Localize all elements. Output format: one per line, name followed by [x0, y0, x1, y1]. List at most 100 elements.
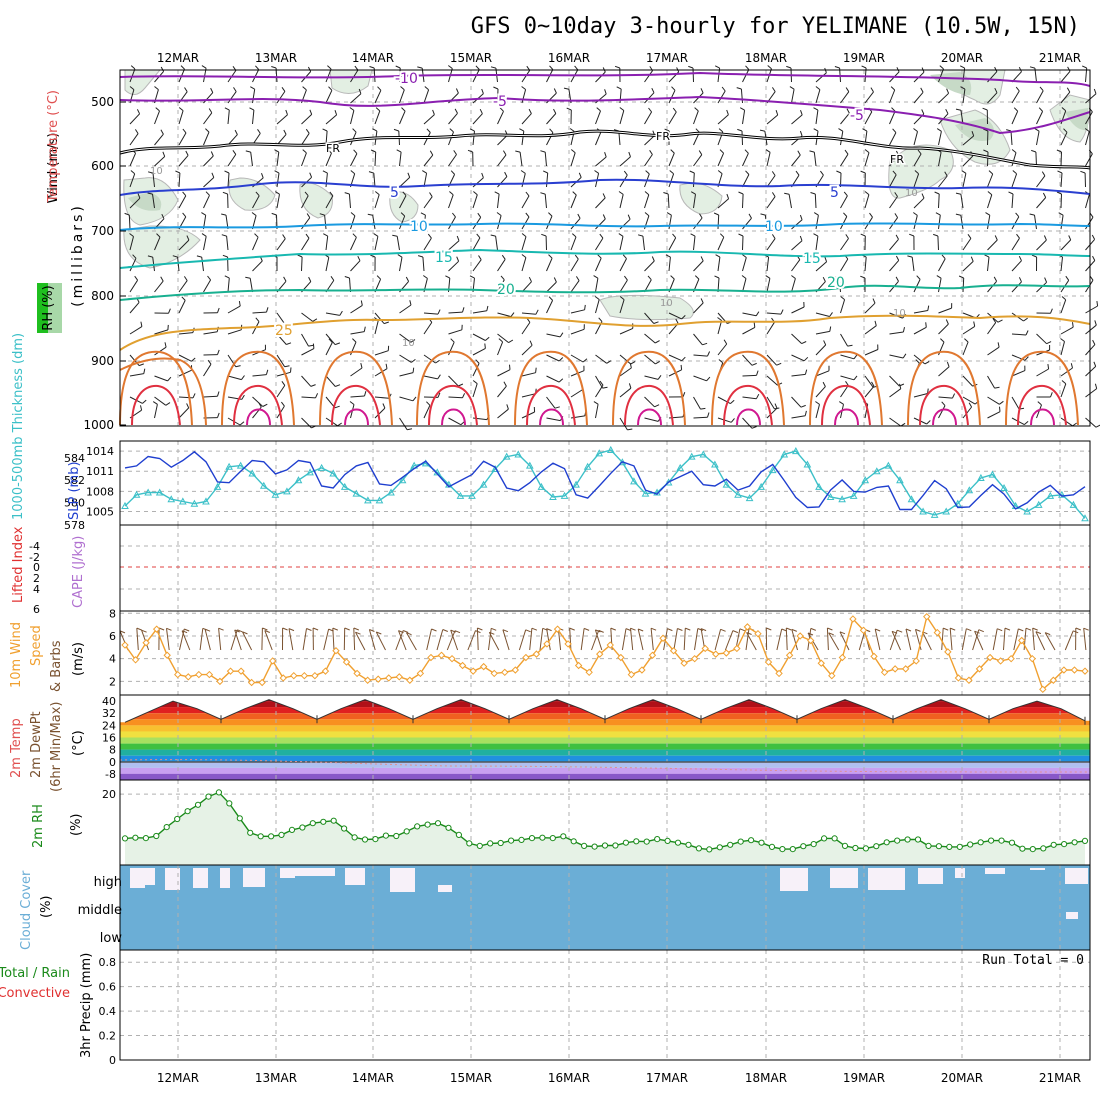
precip-tick: 0 [109, 1054, 116, 1067]
rh2m-point [175, 816, 180, 821]
temp-tick: -8 [105, 768, 116, 781]
rh2m-point [665, 838, 670, 843]
wind10-barb [262, 628, 263, 650]
label-rh10d: 10 [893, 308, 906, 319]
rh2m-point [331, 818, 336, 823]
date-label-top: 13MAR [255, 51, 297, 65]
label-p15a: 15 [435, 250, 453, 266]
wind-barb [129, 215, 130, 229]
slp-tick: 1011 [86, 465, 114, 478]
date-label-top: 15MAR [450, 51, 492, 65]
temp-color-band [120, 725, 1090, 731]
rh2m-point [717, 845, 722, 850]
rh2m-point [707, 847, 712, 852]
wind10-point [386, 675, 392, 681]
thickness-series [125, 450, 1085, 518]
wind10-barb-flag [943, 628, 948, 630]
label-m10: -10 [395, 71, 418, 87]
wind10-barb [265, 631, 272, 651]
cloud-gap [220, 868, 230, 888]
upper-ylabels: Wind (m/s) Temperature (°C) RH (%) (mill… [37, 90, 86, 333]
rh2m-point [540, 835, 545, 840]
wind-barb-flag [1093, 340, 1095, 345]
rh2m-point [1009, 840, 1014, 845]
label-p5a: 5 [390, 185, 399, 201]
wind-barb-flag [485, 344, 486, 349]
ylabel-cloud-cover: Cloud Cover [19, 870, 34, 950]
ylabel-temp: Temperature (°C) [46, 90, 61, 203]
date-label-top: 14MAR [352, 51, 394, 65]
rh2m-point [602, 843, 607, 848]
rh2m-point [623, 840, 628, 845]
wind10-barb-flag [137, 628, 142, 630]
ylabel-10m-wind: 10m Wind [9, 622, 24, 688]
wind10-barb-flag [333, 628, 338, 630]
wind10-barb-flag [667, 629, 672, 631]
wind10-barb-flag [491, 628, 496, 630]
cloud-gap [918, 868, 943, 884]
rh2m-point [842, 843, 847, 848]
rh2m-point [905, 837, 910, 842]
rh2m-point [926, 843, 931, 848]
date-label-bottom: 17MAR [646, 1071, 688, 1085]
rh2m-point [957, 844, 962, 849]
date-label-bottom: 19MAR [843, 1071, 885, 1085]
wind10-barb [684, 628, 685, 650]
wind10-point [839, 655, 845, 661]
rh2m-point [154, 833, 159, 838]
rh2m-point [467, 841, 472, 846]
wind10-point [734, 645, 740, 651]
rh2m-point [133, 835, 138, 840]
pressure-tick: 900 [91, 354, 114, 368]
wind10-barb-flag [1005, 628, 1010, 630]
wind10-barb-flag [997, 629, 1002, 631]
wind-barb-flag [768, 66, 772, 69]
wind10-barb [519, 630, 525, 650]
precip-tick: 0.8 [99, 956, 117, 969]
pressure-tick: 800 [91, 289, 114, 303]
label-p15b: 15 [803, 251, 821, 267]
cloud-gap [985, 868, 1005, 874]
wind-barb-flag [407, 429, 412, 430]
wind10-point [164, 652, 170, 658]
wind-barb [938, 236, 939, 250]
rh2m-panel: 20 2m RH (%) [31, 780, 1090, 865]
rh2m-point [383, 833, 388, 838]
rh2m-point [342, 826, 347, 831]
wind10-point [438, 652, 444, 658]
ylabel-thickness: 1000-500mb Thickness (dm) [11, 333, 26, 520]
rh2m-point [185, 809, 190, 814]
date-label-bottom: 12MAR [157, 1071, 199, 1085]
rh2m-point [655, 837, 660, 842]
wind-barb-flag [701, 408, 706, 409]
wind10-barb-flag [432, 629, 437, 631]
wind10-barb [468, 631, 476, 650]
rh2m-point [968, 842, 973, 847]
ylabel-total-rain: Total / Rain [0, 966, 70, 981]
ylabel-2m-rh: 2m RH [31, 804, 46, 848]
li-tick: 6 [33, 603, 40, 616]
label-rh10c: 10 [402, 338, 415, 349]
temp-tick: 0 [109, 756, 116, 769]
wind10-barb-flag [1018, 629, 1023, 631]
cloud-gap [243, 868, 265, 887]
wind-barb-flag [550, 66, 553, 70]
rh2m-point [999, 838, 1004, 843]
wind-speed-tick: 8 [109, 607, 116, 620]
rh2m-point [415, 824, 420, 829]
wind10-barb [540, 628, 543, 650]
rh2m-point [978, 840, 983, 845]
cloud-gap [345, 868, 365, 885]
wind10-barb [1033, 628, 1035, 650]
wind10-point [723, 650, 729, 656]
label-rh10e: 10 [905, 188, 918, 199]
wind10-point [945, 649, 951, 655]
wind-barb-flag [1095, 384, 1096, 389]
rh2m-point [728, 842, 733, 847]
rh2m-point [675, 840, 680, 845]
rh2m-point [498, 840, 503, 845]
ylabel-rh: RH (%) [41, 285, 56, 330]
wind10-point [301, 673, 307, 679]
date-label-bottom: 21MAR [1039, 1071, 1081, 1085]
